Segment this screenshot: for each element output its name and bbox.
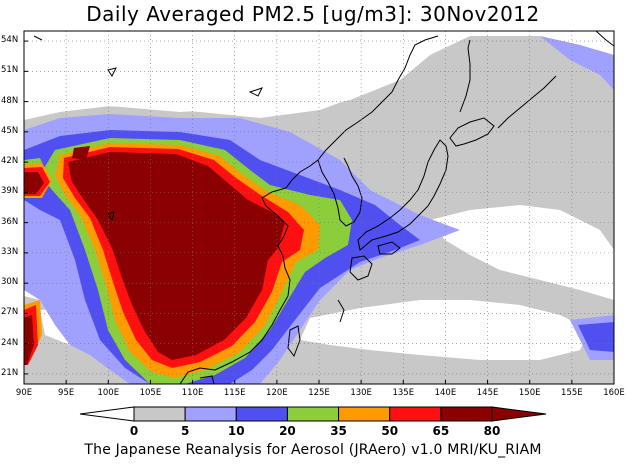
lat-label: 27N xyxy=(1,307,19,318)
lat-label: 54N xyxy=(1,35,19,46)
lon-label: 110E xyxy=(181,388,204,398)
lat-label: 21N xyxy=(1,367,19,378)
colorbar-level-label: 10 xyxy=(227,424,245,438)
lat-label: 36N xyxy=(1,216,19,227)
lon-label: 125E xyxy=(308,388,330,398)
lat-label: 51N xyxy=(1,65,19,76)
lat-label: 39N xyxy=(1,186,19,197)
colorbar-level-label: 35 xyxy=(330,424,347,438)
lon-label: 150E xyxy=(518,388,541,398)
colorbar-box xyxy=(133,406,186,422)
coastlines xyxy=(33,31,614,384)
lon-label: 100E xyxy=(97,388,120,398)
lon-label: 95E xyxy=(58,388,75,398)
lon-label: 160E xyxy=(603,388,625,398)
lon-label: 90E xyxy=(15,388,33,398)
lat-label: 30N xyxy=(1,277,19,288)
colorbar-level-label: 80 xyxy=(483,424,501,438)
lat-label: 45N xyxy=(1,125,19,136)
lat-label: 42N xyxy=(1,156,19,167)
lon-label: 140E xyxy=(434,388,457,398)
lat-label: 48N xyxy=(1,95,19,106)
colorbar-level-label: 65 xyxy=(432,424,450,438)
credit-line: The Japanese Reanalysis for Aerosol (JRA… xyxy=(84,442,542,458)
colorbar-box xyxy=(184,406,237,422)
map-title: Daily Averaged PM2.5 [ug/m3]: 30Nov2012 xyxy=(86,2,540,26)
axis-ticks xyxy=(23,40,615,384)
lon-label: 155E xyxy=(561,388,583,398)
lon-label: 120E xyxy=(266,388,288,398)
colorbar-under-triangle xyxy=(79,406,135,422)
band-80-plus xyxy=(24,146,285,365)
colorbar-level-label: 5 xyxy=(180,424,190,438)
grid-lines xyxy=(24,31,614,384)
colorbar-over-triangle xyxy=(491,406,547,422)
lon-label: 145E xyxy=(476,388,499,398)
lon-label: 105E xyxy=(139,388,162,398)
colorbar-level-label: 50 xyxy=(381,424,399,438)
colorbar-box xyxy=(235,406,288,422)
colorbar-box xyxy=(389,406,442,422)
colorbar-level-label: 20 xyxy=(279,424,296,438)
colorbar-level-label: 0 xyxy=(129,424,139,438)
lat-label: 24N xyxy=(1,337,19,348)
colorbar-box xyxy=(338,406,391,422)
lat-label: 33N xyxy=(1,246,19,257)
lon-label: 130E xyxy=(350,388,372,398)
colorbar-box xyxy=(440,406,493,422)
colorbar xyxy=(79,406,547,422)
colorbar-box xyxy=(286,406,340,422)
lon-label: 115E xyxy=(223,388,246,398)
lon-label: 135E xyxy=(392,388,415,398)
